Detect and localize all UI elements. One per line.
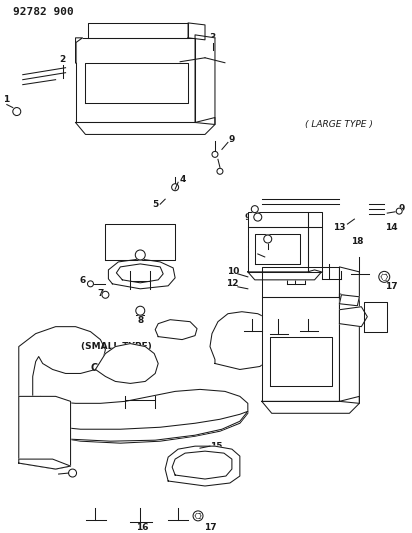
- Polygon shape: [155, 320, 197, 340]
- Polygon shape: [19, 459, 70, 469]
- Text: 5: 5: [152, 200, 158, 208]
- Circle shape: [379, 271, 390, 282]
- Polygon shape: [105, 224, 175, 260]
- Polygon shape: [75, 117, 215, 134]
- Polygon shape: [339, 306, 368, 327]
- Polygon shape: [172, 451, 232, 479]
- Circle shape: [87, 281, 94, 287]
- Circle shape: [254, 213, 262, 221]
- Text: (SMALL TYPE): (SMALL TYPE): [80, 342, 151, 351]
- Text: 17: 17: [385, 282, 398, 292]
- Polygon shape: [188, 23, 205, 40]
- Text: 4: 4: [180, 175, 186, 184]
- Circle shape: [102, 292, 109, 298]
- Text: 9: 9: [398, 204, 405, 213]
- Polygon shape: [339, 295, 359, 306]
- Text: 17: 17: [204, 523, 216, 532]
- Text: 9: 9: [245, 213, 251, 222]
- Text: 1: 1: [3, 95, 9, 104]
- Polygon shape: [262, 397, 359, 413]
- Polygon shape: [165, 446, 240, 486]
- Text: 15: 15: [210, 442, 222, 451]
- Text: 16: 16: [136, 523, 148, 532]
- Polygon shape: [248, 270, 321, 280]
- Polygon shape: [255, 234, 300, 264]
- Polygon shape: [210, 312, 280, 369]
- Polygon shape: [108, 259, 175, 289]
- Polygon shape: [248, 212, 308, 227]
- Text: 10: 10: [227, 268, 239, 277]
- Polygon shape: [270, 337, 332, 386]
- Polygon shape: [248, 227, 308, 272]
- Polygon shape: [339, 294, 359, 403]
- Circle shape: [264, 235, 272, 243]
- Circle shape: [193, 511, 203, 521]
- Circle shape: [136, 306, 145, 315]
- Text: 2: 2: [59, 55, 66, 64]
- Polygon shape: [89, 23, 188, 38]
- Polygon shape: [75, 38, 82, 63]
- Polygon shape: [339, 267, 359, 300]
- Polygon shape: [96, 344, 158, 383]
- Circle shape: [68, 469, 77, 477]
- Text: 92782 900: 92782 900: [13, 7, 74, 17]
- Text: 14: 14: [385, 223, 398, 231]
- Polygon shape: [195, 35, 215, 125]
- Text: 13: 13: [333, 223, 346, 231]
- Polygon shape: [364, 302, 387, 332]
- Polygon shape: [33, 390, 248, 446]
- Text: 11: 11: [246, 246, 258, 255]
- Polygon shape: [19, 397, 70, 469]
- Text: 12: 12: [226, 279, 238, 288]
- Polygon shape: [308, 212, 321, 227]
- Circle shape: [396, 208, 402, 214]
- Text: 16: 16: [291, 339, 304, 348]
- Polygon shape: [262, 267, 339, 297]
- Circle shape: [172, 184, 179, 191]
- Text: 18: 18: [351, 237, 364, 246]
- Polygon shape: [308, 227, 321, 272]
- Circle shape: [251, 206, 258, 213]
- Text: 9: 9: [229, 135, 235, 144]
- Text: 3: 3: [210, 34, 216, 42]
- Polygon shape: [262, 297, 339, 401]
- Text: 6: 6: [80, 276, 86, 285]
- Polygon shape: [33, 411, 248, 441]
- Polygon shape: [86, 63, 188, 102]
- Circle shape: [217, 168, 223, 174]
- Circle shape: [13, 108, 21, 116]
- Text: 7: 7: [97, 289, 104, 298]
- Polygon shape: [116, 264, 163, 283]
- Text: 8: 8: [137, 316, 143, 325]
- Circle shape: [212, 151, 218, 157]
- Text: CANADA: CANADA: [91, 364, 136, 374]
- Polygon shape: [19, 327, 105, 461]
- Polygon shape: [75, 38, 195, 123]
- Circle shape: [135, 250, 145, 260]
- Text: ( LARGE TYPE ): ( LARGE TYPE ): [304, 120, 372, 129]
